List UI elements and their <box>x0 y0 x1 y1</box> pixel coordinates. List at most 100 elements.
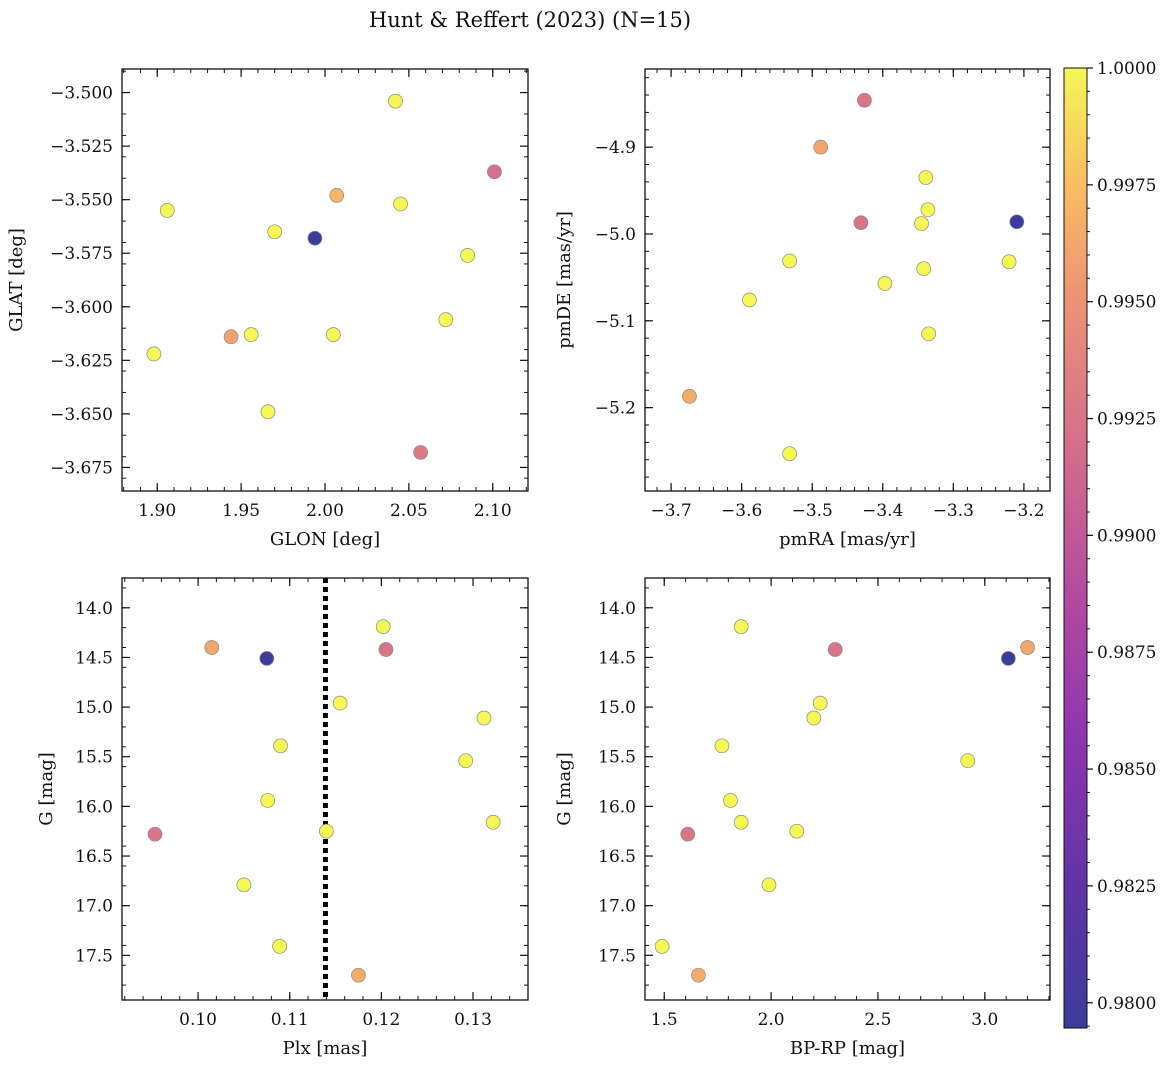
x-tick-label: 0.11 <box>271 1010 309 1030</box>
data-point <box>267 224 283 240</box>
data-point <box>375 619 391 635</box>
x-tick-label: 2.00 <box>306 501 344 521</box>
y-tick-label: −3.650 <box>50 405 113 425</box>
y-tick-label: −3.625 <box>50 351 113 371</box>
x-axis-label: BP-RP [mag] <box>790 1038 905 1059</box>
x-tick-label: −3.5 <box>792 501 833 521</box>
colorbar-gradient <box>1063 67 1088 1029</box>
data-point <box>487 164 502 180</box>
y-axis-label: G [mag] <box>36 752 57 825</box>
data-point <box>723 793 738 808</box>
y-axis-label: GLAT [deg] <box>6 228 27 332</box>
axes-frame <box>121 68 529 492</box>
data-point <box>782 446 797 462</box>
colorbar-tick-label: 0.9900 <box>1097 526 1156 546</box>
y-tick-label: −3.675 <box>50 458 113 478</box>
data-point <box>691 967 706 983</box>
data-point <box>147 826 163 842</box>
data-point <box>1001 254 1017 270</box>
y-tick-label: 16.0 <box>598 797 636 817</box>
data-point <box>204 640 220 655</box>
y-tick-label: 14.5 <box>75 648 113 668</box>
y-tick-label: 15.5 <box>75 748 113 768</box>
panel-bprp-g: 1.5 2.0 2.5 3.0 14.0 14.5 15.0 15.5 16.0 16.5 17.0… <box>554 577 1051 1059</box>
x-tick-label: 3.0 <box>971 1010 998 1030</box>
x-tick-label: −3.4 <box>862 501 903 521</box>
data-point <box>236 877 252 893</box>
data-point <box>485 814 501 830</box>
data-point <box>351 967 366 983</box>
y-tick-label: 14.0 <box>598 599 636 619</box>
x-tick-label: 2.05 <box>390 501 428 521</box>
data-point <box>159 203 175 218</box>
axes-frame <box>121 577 529 1001</box>
data-point <box>960 753 976 769</box>
y-tick-label: 17.0 <box>75 897 113 917</box>
y-tick-label: 17.5 <box>75 946 113 966</box>
data-point <box>458 753 474 769</box>
data-point <box>259 651 275 666</box>
colorbar-tick-label: 0.9800 <box>1097 994 1156 1014</box>
y-tick-label: 15.5 <box>598 748 636 768</box>
y-tick-label: 15.0 <box>598 698 636 718</box>
y-tick-label: −3.600 <box>50 298 113 318</box>
x-tick-label: −3.6 <box>721 501 762 521</box>
y-axis-label: pmDE [mas/yr] <box>554 211 575 349</box>
y-tick-label: −3.550 <box>50 191 113 211</box>
data-point <box>682 389 697 404</box>
x-tick-label: 2.5 <box>864 1010 891 1030</box>
y-tick-label: −3.575 <box>50 244 113 264</box>
data-point <box>272 939 287 954</box>
figure-title: Hunt & Reffert (2023) (N=15) <box>369 8 691 32</box>
data-point <box>326 327 341 342</box>
data-point <box>438 312 454 327</box>
data-point <box>1009 214 1025 230</box>
data-point <box>920 202 936 218</box>
data-point <box>742 292 757 308</box>
colorbar-tick-label: 0.9850 <box>1097 760 1156 780</box>
y-tick-label: 14.5 <box>598 648 636 668</box>
x-axis-label: Plx [mas] <box>283 1038 368 1059</box>
data-point <box>1020 640 1035 655</box>
x-axis-label: GLON [deg] <box>270 529 380 550</box>
x-tick-label: 2.0 <box>758 1010 785 1030</box>
x-axis-label: pmRA [mas/yr] <box>779 529 916 550</box>
data-point <box>378 642 394 657</box>
data-point <box>332 695 348 711</box>
data-point <box>680 826 696 842</box>
data-point <box>918 170 934 185</box>
y-tick-label: 16.5 <box>598 847 636 867</box>
y-tick-label: 17.0 <box>598 897 636 917</box>
data-point <box>273 738 288 754</box>
y-tick-label: 15.0 <box>75 698 113 718</box>
data-point <box>413 445 428 460</box>
y-tick-label: −3.500 <box>50 84 113 104</box>
y-tick-label: 17.5 <box>598 946 636 966</box>
y-tick-label: 16.5 <box>75 847 113 867</box>
y-tick-label: −5.1 <box>595 312 636 332</box>
y-tick-label: −5.0 <box>595 225 636 245</box>
colorbar-tick-label: 0.9825 <box>1097 877 1156 897</box>
data-point <box>476 710 492 726</box>
data-point <box>789 823 805 839</box>
data-point <box>853 215 869 231</box>
colorbar-tick-label: 0.9925 <box>1097 410 1156 430</box>
data-point <box>813 139 829 155</box>
data-point <box>460 248 475 263</box>
data-point <box>260 793 276 808</box>
data-point <box>827 642 843 657</box>
x-tick-label: 0.12 <box>362 1010 400 1030</box>
data-point <box>714 738 730 754</box>
panel-pmra-pmde: −3.7 −3.6 −3.5 −3.4 −3.3 −3.2 −4.9 −5.0 −5.1 −5.2… <box>554 68 1051 550</box>
x-tick-label: 0.10 <box>179 1010 217 1030</box>
x-tick-label: 0.13 <box>454 1010 492 1030</box>
y-tick-label: −4.9 <box>595 138 636 158</box>
x-tick-label: 1.90 <box>138 501 176 521</box>
data-point <box>782 253 797 269</box>
data-point <box>761 877 777 893</box>
x-tick-label: −3.7 <box>650 501 691 521</box>
axes-frame <box>644 577 1051 1001</box>
panel-plx-g: 0.10 0.11 0.12 0.13 14.0 14.5 15.0 15.5 16.0 16.5… <box>36 577 529 1059</box>
y-tick-label: −3.525 <box>50 137 113 157</box>
data-point <box>146 346 162 362</box>
